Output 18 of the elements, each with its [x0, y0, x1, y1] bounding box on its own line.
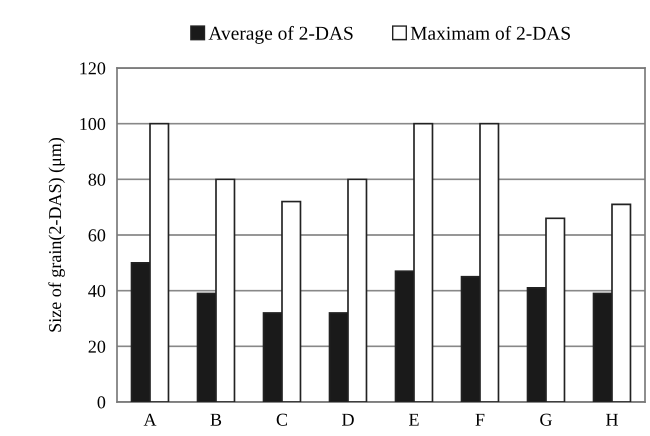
x-tick-label: G — [540, 414, 552, 426]
x-tick-label: F — [476, 414, 484, 426]
y-tick-label: 60 — [88, 229, 106, 242]
x-tick-label: D — [342, 414, 354, 426]
legend-label: Maximam of 2-DAS — [410, 26, 570, 40]
x-tick-label: B — [210, 414, 222, 426]
x-tick-label: E — [409, 414, 419, 426]
y-tick-label: 40 — [88, 284, 106, 298]
y-tick-label: 100 — [80, 118, 106, 130]
y-tick-label: 80 — [88, 174, 106, 186]
y-axis-title: Size of grain(2-DAS) (μm) — [48, 138, 65, 332]
x-tick-label: C — [276, 414, 288, 426]
x-tick-label: H — [606, 414, 618, 426]
y-tick-label: 120 — [80, 62, 106, 74]
y-tick-label: 20 — [88, 340, 106, 353]
x-tick-label: A — [144, 414, 156, 426]
y-tick-label: 0 — [98, 396, 106, 408]
legend-label: Average of 2-DAS — [208, 26, 353, 44]
